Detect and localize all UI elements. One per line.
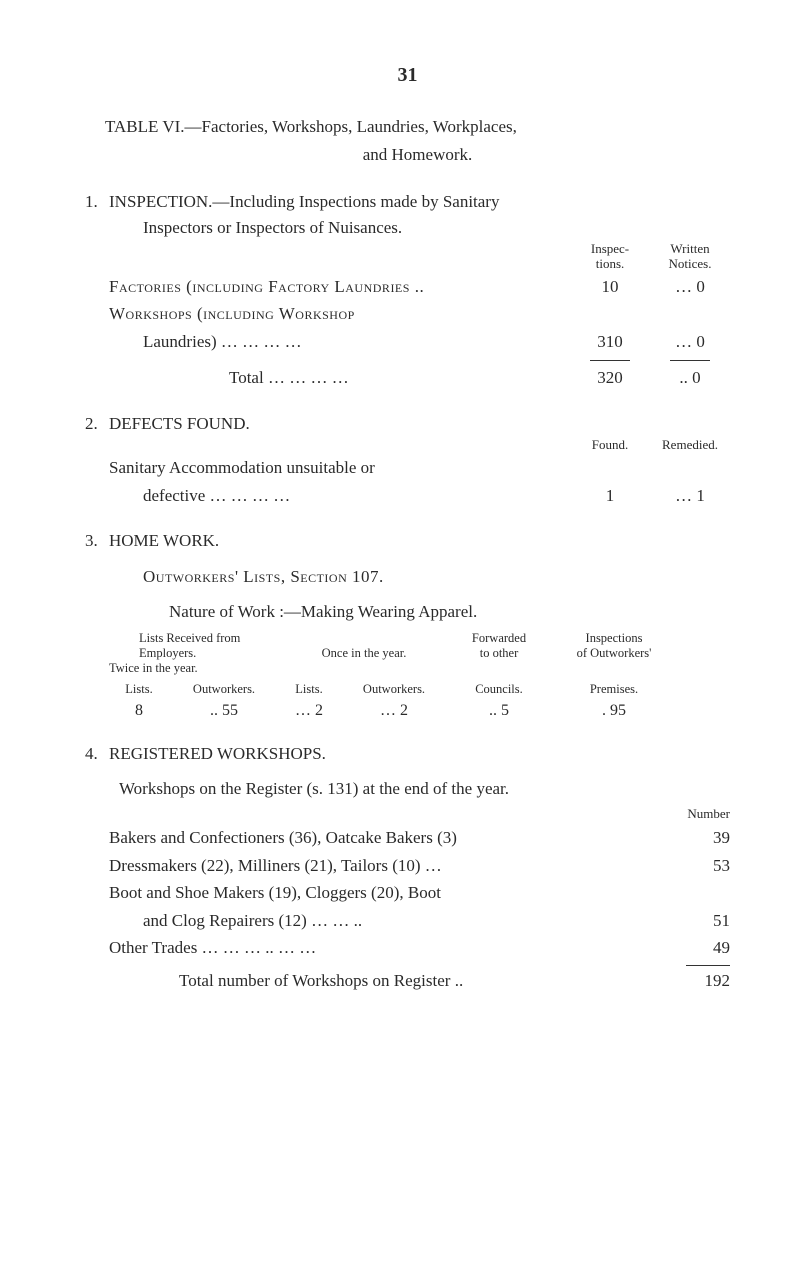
section-1-total-notices: .. 0 bbox=[650, 365, 730, 391]
section-1-total: Total … … … … 320 .. 0 bbox=[109, 365, 730, 391]
section-3-body: HOME WORK. Outworkers' Lists, Section 10… bbox=[109, 528, 730, 723]
col-head-inspections-a: Inspec- bbox=[570, 242, 650, 257]
hw-v4: … 2 bbox=[339, 699, 449, 723]
section-3-sub1: Outworkers' Lists, Section 107. bbox=[143, 564, 730, 590]
section-1: 1. INSPECTION.—Including Inspections mad… bbox=[85, 189, 730, 393]
section-4-number: 4. bbox=[85, 741, 109, 767]
col-head-notices-b: Notices. bbox=[650, 257, 730, 272]
hw-head-3b: to other bbox=[449, 646, 549, 661]
section-2-col-head: Found. Remedied. bbox=[109, 438, 730, 453]
document-page: 31 TABLE VI.—Factories, Workshops, Laund… bbox=[0, 0, 800, 1287]
hw-subhead-6: Premises. bbox=[549, 682, 679, 697]
reg-label-1: Bakers and Confectioners (36), Oatcake B… bbox=[109, 825, 680, 851]
page-number: 31 bbox=[85, 60, 730, 90]
hw-v2: .. 55 bbox=[169, 699, 279, 723]
section-2-heading: DEFECTS FOUND. bbox=[109, 411, 730, 437]
hw-head-1b: Twice in the year. bbox=[109, 661, 279, 676]
section-3: 3. HOME WORK. Outworkers' Lists, Section… bbox=[85, 528, 730, 723]
section-1-total-inspections: 320 bbox=[570, 365, 650, 391]
hw-subhead-1: Lists. bbox=[109, 682, 169, 697]
reg-row-3b: and Clog Repairers (12) … … .. 51 bbox=[109, 908, 730, 934]
col-head-notices-a: Written bbox=[650, 242, 730, 257]
reg-num-1: 39 bbox=[680, 825, 730, 851]
reg-label-3a: Boot and Shoe Makers (19), Cloggers (20)… bbox=[109, 880, 680, 906]
col-head-inspections-b: tions. bbox=[570, 257, 650, 272]
section-2-body: DEFECTS FOUND. Found. Remedied. Sanitary… bbox=[109, 411, 730, 510]
reg-label-3b: and Clog Repairers (12) … … .. bbox=[143, 908, 680, 934]
workshops-label-a: Workshops (including Workshop bbox=[109, 304, 355, 323]
section-2-number: 2. bbox=[85, 411, 109, 437]
hw-head-1a: Lists Received from Employers. bbox=[109, 631, 279, 661]
reg-num-2: 53 bbox=[680, 853, 730, 879]
hw-subhead-5: Councils. bbox=[449, 682, 549, 697]
section-1-row-workshops-b: Laundries) … … … … 310 … 0 bbox=[109, 329, 730, 355]
defects-remedied: … 1 bbox=[650, 483, 730, 509]
hw-subhead-2: Outworkers. bbox=[169, 682, 279, 697]
reg-total-num: 192 bbox=[680, 968, 730, 994]
hw-head-4b: of Outworkers' bbox=[549, 646, 679, 661]
section-4-body: REGISTERED WORKSHOPS. Workshops on the R… bbox=[109, 741, 730, 996]
hw-v1: 8 bbox=[109, 699, 169, 723]
reg-row-1: Bakers and Confectioners (36), Oatcake B… bbox=[109, 825, 730, 851]
defects-label-b: defective … … … … bbox=[143, 483, 570, 509]
workshops-inspections: 310 bbox=[570, 329, 650, 355]
reg-row-2: Dressmakers (22), Milliners (21), Tailor… bbox=[109, 853, 730, 879]
hw-v5: .. 5 bbox=[449, 699, 549, 723]
reg-label-4: Other Trades … … … .. … … bbox=[109, 935, 680, 961]
factories-notices: … 0 bbox=[650, 274, 730, 300]
section-1-number: 1. bbox=[85, 189, 109, 215]
section-2: 2. DEFECTS FOUND. Found. Remedied. Sanit… bbox=[85, 411, 730, 510]
section-4-heading: REGISTERED WORKSHOPS. bbox=[109, 741, 730, 767]
section-4: 4. REGISTERED WORKSHOPS. Workshops on th… bbox=[85, 741, 730, 996]
section-3-sub2: Nature of Work :—Making Wearing Apparel. bbox=[169, 599, 730, 625]
hw-v6: . 95 bbox=[549, 699, 679, 723]
section-1-col-head: Inspec- tions. Written Notices. bbox=[109, 242, 730, 272]
hw-head-4a: Inspections bbox=[549, 631, 679, 646]
section-1-heading-2: Inspectors or Inspectors of Nuisances. bbox=[143, 215, 730, 241]
section-2-row-1: Sanitary Accommodation unsuitable or bbox=[109, 455, 730, 481]
reg-num-4: 49 bbox=[680, 935, 730, 961]
title-line-2: and Homework. bbox=[105, 142, 730, 168]
factories-inspections: 10 bbox=[570, 274, 650, 300]
section-3-heading: HOME WORK. bbox=[109, 528, 730, 554]
col-head-remedied: Remedied. bbox=[650, 438, 730, 453]
hw-head-3a: Forwarded bbox=[449, 631, 549, 646]
hw-head-2: Once in the year. bbox=[279, 646, 449, 661]
hw-subhead-4: Outworkers. bbox=[339, 682, 449, 697]
reg-total: Total number of Workshops on Register ..… bbox=[109, 968, 730, 994]
title-line-1: TABLE VI.—Factories, Workshops, Laundrie… bbox=[105, 114, 730, 140]
section-1-total-label: Total … … … … bbox=[109, 365, 570, 391]
factories-label: Factories (including Factory Laundries .… bbox=[109, 277, 424, 296]
hw-v3: … 2 bbox=[279, 699, 339, 723]
reg-label-2: Dressmakers (22), Milliners (21), Tailor… bbox=[109, 853, 680, 879]
rule-icon bbox=[670, 360, 710, 361]
reg-row-4: Other Trades … … … .. … … 49 bbox=[109, 935, 730, 961]
section-2-row-2: defective … … … … 1 … 1 bbox=[109, 483, 730, 509]
workshops-label-b: Laundries) … … … … bbox=[143, 329, 570, 355]
reg-total-label: Total number of Workshops on Register .. bbox=[109, 968, 680, 994]
col-head-found: Found. bbox=[570, 438, 650, 453]
defects-label-a: Sanitary Accommodation unsuitable or bbox=[109, 455, 570, 481]
defects-found: 1 bbox=[570, 483, 650, 509]
section-1-row-workshops-a: Workshops (including Workshop bbox=[109, 301, 730, 327]
homework-header-row-2: Lists. Outworkers. Lists. Outworkers. Co… bbox=[109, 682, 730, 697]
reg-num-head: Number bbox=[680, 804, 730, 824]
workshops-notices: … 0 bbox=[650, 329, 730, 355]
section-1-row-factories: Factories (including Factory Laundries .… bbox=[109, 274, 730, 300]
rule-icon bbox=[686, 965, 730, 966]
section-3-number: 3. bbox=[85, 528, 109, 554]
homework-header-row-1: Lists Received from Employers. Twice in … bbox=[109, 631, 730, 676]
reg-head: Number bbox=[109, 804, 730, 824]
section-1-body: INSPECTION.—Including Inspections made b… bbox=[109, 189, 730, 393]
section-1-rule bbox=[109, 356, 730, 363]
homework-data-row: 8 .. 55 … 2 … 2 .. 5 . 95 bbox=[109, 699, 730, 723]
reg-row-3a: Boot and Shoe Makers (19), Cloggers (20)… bbox=[109, 880, 730, 906]
table-title: TABLE VI.—Factories, Workshops, Laundrie… bbox=[105, 114, 730, 167]
rule-icon bbox=[590, 360, 630, 361]
reg-num-3: 51 bbox=[680, 908, 730, 934]
section-4-intro: Workshops on the Register (s. 131) at th… bbox=[119, 776, 730, 802]
hw-subhead-3: Lists. bbox=[279, 682, 339, 697]
section-1-heading: INSPECTION.—Including Inspections made b… bbox=[109, 189, 730, 215]
